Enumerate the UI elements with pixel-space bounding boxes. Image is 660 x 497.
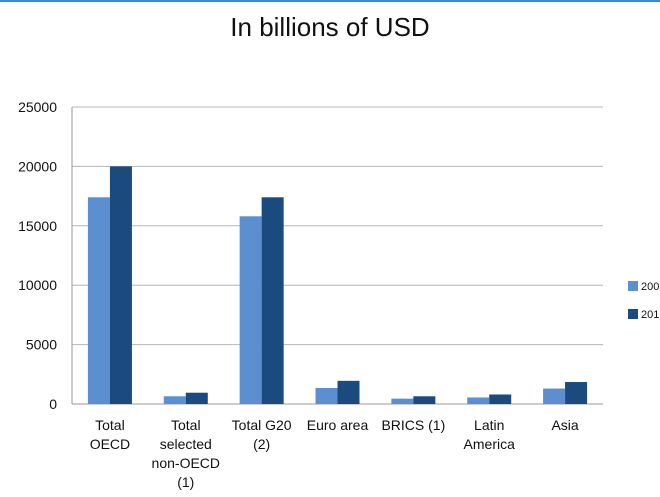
bar-1-5: [391, 398, 414, 404]
chart-title: In billions of USD: [230, 12, 430, 42]
legend-label: 200: [641, 281, 659, 293]
y-tick-label: 0: [49, 396, 57, 412]
y-tick-label: 5000: [26, 337, 57, 353]
x-tick-label: (2): [253, 436, 270, 452]
x-tick-labels: Total OECD Total selected non-OECD (1) Total G…: [90, 417, 579, 490]
legend-swatch: [628, 309, 638, 319]
bar-2-2: [185, 392, 208, 404]
bar-2-4: [337, 380, 360, 404]
x-tick-label: Total: [95, 417, 125, 433]
bar-1-6: [467, 397, 490, 404]
x-tick-label: Total G20: [232, 417, 292, 433]
x-tick-label: Latin: [474, 417, 504, 433]
bar-1-4: [315, 387, 338, 404]
bar-2-7: [565, 382, 588, 404]
x-tick-label: Asia: [551, 417, 578, 433]
bar-2-3: [261, 197, 284, 404]
bar-1-2: [163, 396, 186, 404]
bars: [87, 166, 588, 404]
bar-1-3: [239, 216, 262, 404]
x-tick-label: BRICS (1): [381, 417, 445, 433]
gridlines: [71, 106, 603, 405]
bar-2-5: [413, 396, 436, 404]
x-tick-label: Euro area: [307, 417, 369, 433]
x-tick-label: America: [464, 436, 516, 452]
top-rule: [0, 0, 660, 2]
y-tick-labels: 0 5000 10000 15000 20000 25000: [18, 99, 57, 412]
bar-2-6: [489, 394, 512, 404]
x-tick-label: non-OECD: [152, 455, 220, 471]
y-tick-label: 25000: [18, 99, 57, 115]
bar-2-1: [109, 166, 132, 404]
bar-1-7: [543, 388, 566, 404]
legend: 200 201: [628, 281, 659, 321]
x-tick-label: selected: [160, 436, 212, 452]
x-tick-label: OECD: [90, 436, 130, 452]
x-tick-label: (1): [177, 474, 194, 490]
legend-label: 201: [641, 309, 659, 321]
legend-swatch: [628, 281, 638, 291]
bar-1-1: [87, 197, 110, 404]
y-tick-label: 15000: [18, 218, 57, 234]
y-tick-label: 20000: [18, 158, 57, 174]
y-tick-label: 10000: [18, 277, 57, 293]
x-tick-label: Total: [171, 417, 201, 433]
